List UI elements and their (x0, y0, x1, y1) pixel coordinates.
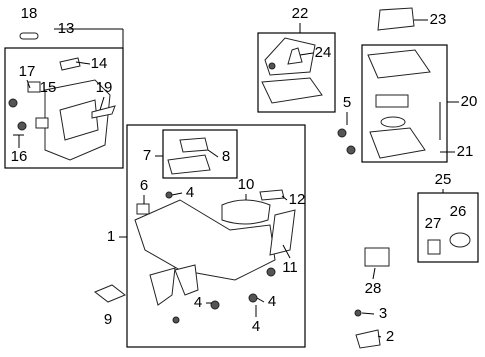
leader-lines (13, 19, 459, 338)
callout-label: 3 (379, 305, 387, 322)
callout-label: 24 (315, 44, 332, 61)
callout-label: 21 (457, 143, 474, 160)
callout-label: 27 (425, 215, 442, 232)
callout-label: 9 (104, 311, 112, 328)
callout-label: 20 (461, 93, 478, 110)
callout-label: 6 (140, 177, 148, 194)
callout-label: 26 (450, 203, 467, 220)
callout-label: 18 (21, 5, 38, 22)
parts (8, 7, 471, 349)
callout-label: 28 (365, 280, 382, 297)
callout-label: 25 (435, 171, 452, 188)
callout-label: 4 (186, 184, 194, 201)
callout-label: 4 (252, 318, 260, 335)
callout-label: 23 (430, 11, 447, 28)
callout-label: 17 (19, 63, 36, 80)
group-boxes (4, 32, 479, 348)
callout-label: 10 (238, 176, 255, 193)
callout-label: 4 (194, 294, 202, 311)
callout-label: 19 (96, 79, 113, 96)
callout-label: 2 (386, 328, 394, 345)
callout-label: 22 (292, 5, 309, 22)
callout-label: 1 (107, 228, 115, 245)
callout-label: 13 (58, 20, 75, 37)
callout-label: 14 (91, 55, 108, 72)
callout-label: 15 (40, 79, 57, 96)
callout-label: 12 (289, 191, 306, 208)
callout-label: 16 (11, 148, 28, 165)
callout-label: 4 (268, 293, 276, 310)
callout-label: 7 (143, 147, 151, 164)
callout-label: 8 (222, 148, 230, 165)
callout-label: 5 (343, 94, 351, 111)
callout-label: 11 (282, 259, 298, 276)
